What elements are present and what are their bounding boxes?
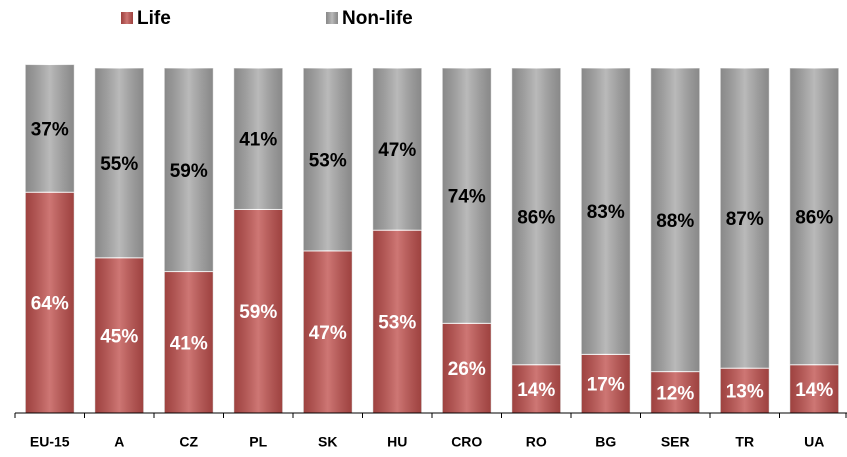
data-label: 47% — [309, 323, 347, 344]
bar-shine — [581, 68, 631, 355]
bar-shine — [94, 68, 144, 258]
data-label: 26% — [448, 359, 486, 380]
bar-shine — [372, 230, 422, 413]
data-label: 88% — [656, 211, 694, 232]
x-tick-label: UA — [804, 434, 824, 450]
data-label: 86% — [517, 207, 555, 228]
bar-shine — [720, 68, 770, 369]
bar-shine — [164, 68, 214, 272]
data-label: 53% — [309, 150, 347, 171]
data-label: 37% — [31, 119, 69, 140]
data-label: 41% — [170, 333, 208, 354]
legend-swatch-shine — [121, 12, 133, 24]
bar-shine — [442, 323, 492, 413]
data-label: 13% — [726, 382, 764, 403]
bar-shine — [789, 68, 839, 365]
legend-label: Life — [137, 8, 171, 29]
bar-shine — [25, 192, 75, 413]
x-tick-label: PL — [249, 434, 267, 450]
bar-shine — [720, 368, 770, 413]
data-label: 87% — [726, 209, 764, 230]
data-label: 47% — [378, 140, 416, 161]
x-tick-label: A — [114, 434, 124, 450]
data-label: 83% — [587, 202, 625, 223]
x-tick-label: HU — [387, 434, 407, 450]
bar-shine — [303, 68, 353, 251]
data-label: 41% — [239, 130, 277, 151]
data-label: 74% — [448, 187, 486, 208]
data-label: 64% — [31, 294, 69, 315]
x-tick-label: SK — [318, 434, 337, 450]
bar-shine — [233, 68, 283, 210]
data-label: 86% — [795, 207, 833, 228]
bar-shine — [303, 250, 353, 413]
x-tick-label: SER — [661, 434, 690, 450]
bar-shine — [233, 209, 283, 413]
bar-shine — [581, 354, 631, 413]
bar-shine — [650, 68, 700, 372]
bar-shine — [511, 68, 561, 365]
x-tick-label: CZ — [179, 434, 198, 450]
legend-label: Non-life — [342, 8, 413, 29]
legend-swatch-shine — [326, 12, 338, 24]
bar-shine — [25, 64, 75, 193]
bar-shine — [789, 364, 839, 413]
data-label: 59% — [239, 302, 277, 323]
x-tick-label: RO — [526, 434, 547, 450]
x-tick-label: CRO — [451, 434, 482, 450]
data-label: 45% — [100, 326, 138, 347]
x-tick-label: BG — [595, 434, 616, 450]
data-label: 14% — [517, 380, 555, 401]
data-label: 14% — [795, 380, 833, 401]
x-tick-label: TR — [735, 434, 754, 450]
data-label: 17% — [587, 375, 625, 396]
data-label: 53% — [378, 313, 416, 334]
x-tick-label: EU-15 — [30, 434, 70, 450]
data-label: 55% — [100, 154, 138, 175]
bar-shine — [94, 257, 144, 413]
data-label: 12% — [656, 383, 694, 404]
bar-shine — [650, 371, 700, 413]
bar-shine — [442, 68, 492, 324]
bar-shine — [511, 364, 561, 413]
bar-shine — [372, 68, 422, 231]
data-label: 59% — [170, 161, 208, 182]
bar-shine — [164, 271, 214, 413]
